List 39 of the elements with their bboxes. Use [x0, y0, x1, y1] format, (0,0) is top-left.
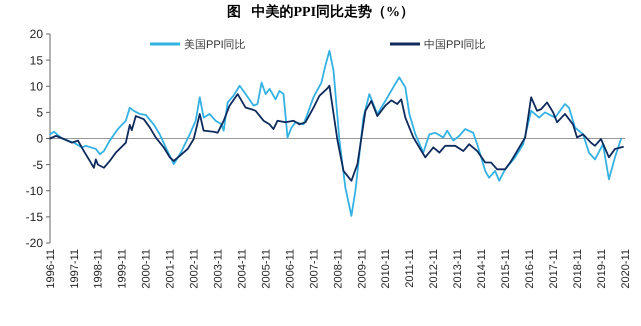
x-tick-label: 2006-11 — [284, 249, 296, 289]
x-tick-label: 2005-11 — [260, 249, 272, 289]
y-tick-label: 0 — [36, 132, 44, 146]
x-tick-label: 1998-11 — [92, 249, 105, 289]
x-tick-label: 2017-11 — [548, 249, 560, 289]
y-tick-label: -20 — [26, 236, 44, 250]
x-tick-label: 2003-11 — [212, 249, 225, 289]
y-tick-label: -15 — [26, 210, 44, 224]
y-tick-label: 5 — [36, 106, 44, 120]
x-tick-label: 2015-11 — [500, 249, 512, 289]
legend-label: 美国PPI同比 — [184, 38, 246, 51]
x-tick-label: 2012-11 — [428, 249, 440, 289]
x-tick-label: 1996-11 — [44, 249, 57, 289]
x-tick-label: 2014-11 — [476, 249, 488, 289]
y-tick-label: -10 — [26, 184, 44, 198]
y-tick-label: 15 — [30, 53, 44, 68]
x-tick-label: 2001-11 — [164, 249, 177, 289]
y-tick-label: 10 — [30, 79, 44, 94]
x-tick-label: 2002-11 — [188, 249, 201, 289]
x-tick-label: 2013-11 — [452, 249, 464, 289]
x-tick-label: 1999-11 — [116, 249, 129, 289]
x-tick-label: 2018-11 — [572, 249, 584, 289]
x-tick-label: 2007-11 — [308, 249, 320, 289]
line-series — [49, 84, 624, 182]
line-series — [49, 50, 622, 217]
y-tick-label: -5 — [32, 158, 44, 172]
x-tick-label: 2000-11 — [140, 249, 153, 289]
x-tick-label: 2019-11 — [596, 249, 608, 289]
x-tick-label: 2009-11 — [356, 249, 368, 289]
y-tick-label: 20 — [30, 27, 44, 42]
x-tick-label: 1997-11 — [68, 249, 81, 289]
x-tick-label: 2020-11 — [620, 249, 632, 289]
legend-label: 中国PPI同比 — [424, 38, 486, 51]
x-tick-label: 2010-11 — [380, 249, 392, 289]
x-tick-label: 2016-11 — [524, 249, 536, 289]
x-tick-label: 2008-11 — [332, 249, 344, 289]
x-tick-label: 2004-11 — [236, 249, 249, 289]
x-tick-label: 2011-11 — [404, 249, 416, 288]
chart-title: 图 中美的PPI同比走势（%） — [226, 3, 414, 20]
